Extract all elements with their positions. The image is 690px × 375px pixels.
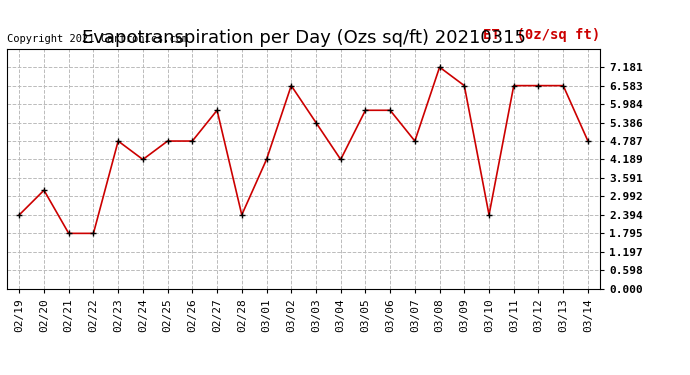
Title: Evapotranspiration per Day (Ozs sq/ft) 20210315: Evapotranspiration per Day (Ozs sq/ft) 2…: [81, 29, 526, 47]
Text: Copyright 2021 Cartronics.com: Copyright 2021 Cartronics.com: [7, 34, 188, 44]
Text: ET  (0z/sq ft): ET (0z/sq ft): [483, 27, 600, 42]
